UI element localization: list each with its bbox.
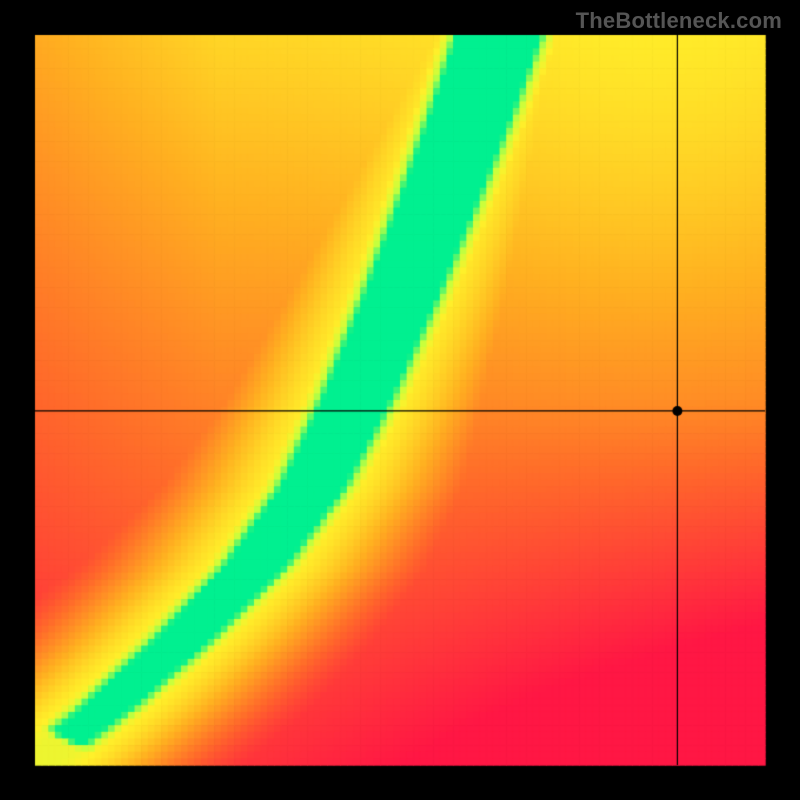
bottleneck-heatmap (0, 0, 800, 800)
watermark-text: TheBottleneck.com (576, 8, 782, 34)
chart-container: { "image": { "width": 800, "height": 800… (0, 0, 800, 800)
